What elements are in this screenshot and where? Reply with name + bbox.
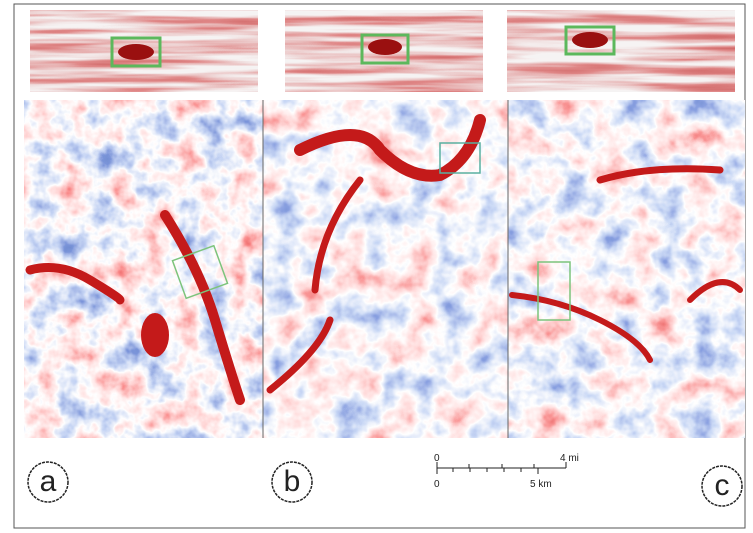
scale-label: 4 mi	[560, 453, 579, 464]
panel-labels: a b c	[28, 462, 742, 506]
figure: a b c 0 4 mi 0 5 km	[0, 0, 753, 533]
scale-label: 0	[434, 479, 440, 490]
seismic-sections	[30, 10, 735, 92]
anomaly	[572, 32, 608, 48]
panel-label: c	[715, 469, 730, 502]
anomaly	[368, 39, 402, 55]
panel-label: b	[284, 465, 301, 498]
map-panel	[508, 100, 745, 438]
scale-label: 5 km	[530, 479, 552, 490]
scale-bar	[437, 462, 566, 474]
panel-label: a	[40, 465, 57, 498]
scale-label: 0	[434, 453, 440, 464]
anomaly	[118, 44, 154, 60]
maps	[24, 100, 745, 438]
strip	[507, 10, 735, 92]
